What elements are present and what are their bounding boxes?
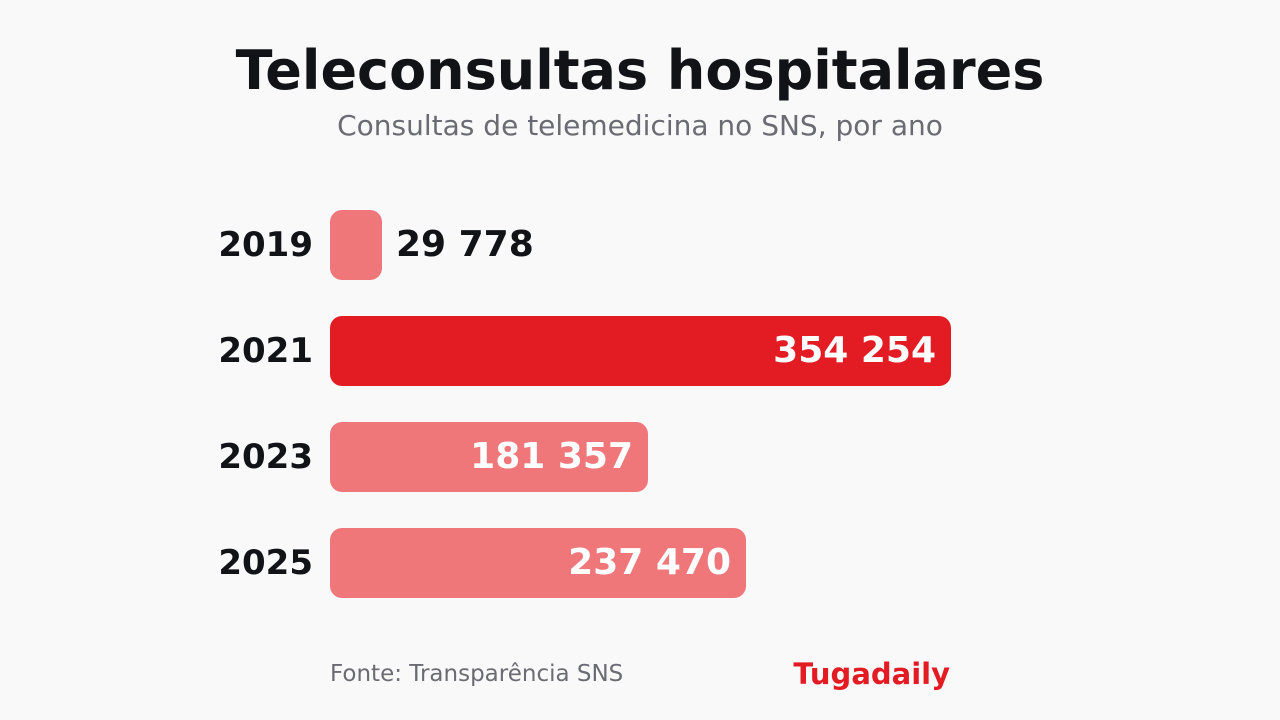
bar-value-label-2025: 237 470 [568,542,731,583]
brand-logo-text: Tugadaily [793,657,950,691]
bar-category-label-2025: 2025 [218,543,313,583]
source-note: Fonte: Transparência SNS [330,661,624,687]
bar-category-label-2021: 2021 [218,331,313,371]
bar-2025 [330,528,746,598]
bar-value-label-2023: 181 357 [470,436,633,477]
chart-title: Teleconsultas hospitalares [235,39,1045,102]
bar-value-label-2019: 29 778 [396,224,534,265]
bar-2021 [330,316,951,386]
chart-subtitle: Consultas de telemedicina no SNS, por an… [337,109,943,142]
bar-2019 [330,210,382,280]
bar-category-label-2023: 2023 [218,437,313,477]
bar-value-label-2021: 354 254 [773,330,936,371]
bar-2023 [330,422,648,492]
bar-category-label-2019: 2019 [218,225,313,265]
